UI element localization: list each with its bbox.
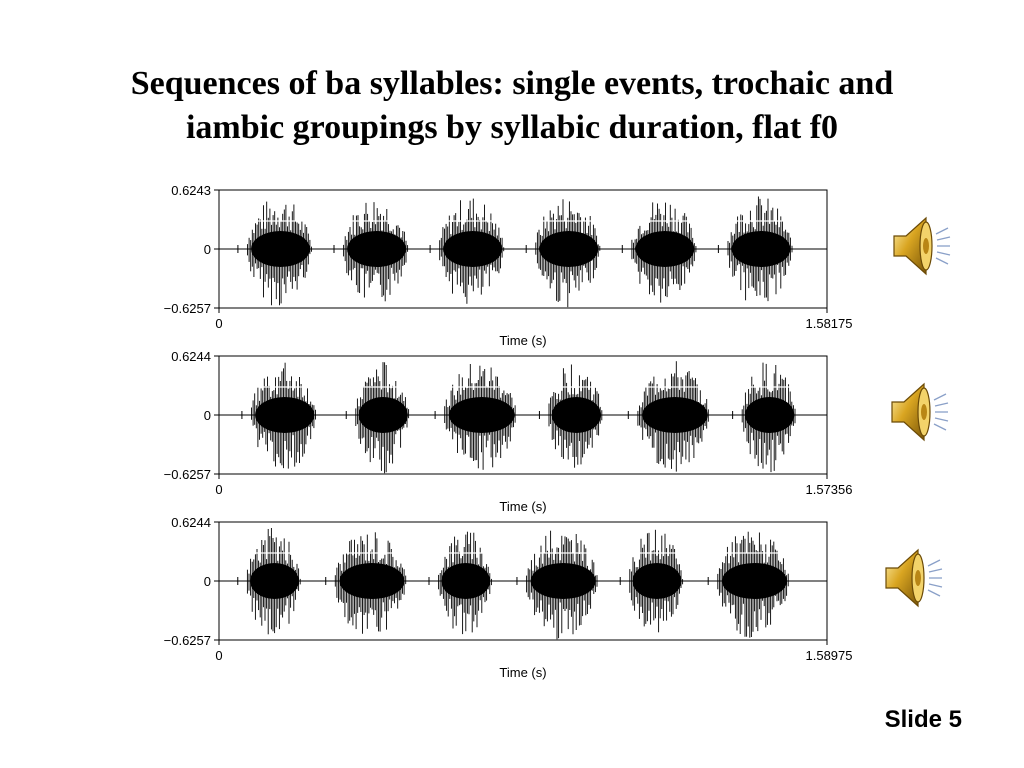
waveform-signal (241, 361, 796, 474)
y-min-label: −0.6257 (164, 467, 211, 482)
speaker-icon[interactable] (888, 380, 950, 444)
syllable-burst (246, 528, 301, 635)
syllable-burst (526, 530, 598, 640)
waveform-plot-1: 0.6243 0 −0.6257 0 1.58175 Time (s) (164, 183, 853, 348)
syllable-burst (444, 364, 516, 470)
syllable-burst (355, 362, 410, 474)
slide-title: Sequences of ba syllables: single events… (0, 62, 1024, 150)
syllable-burst (438, 531, 492, 635)
y-zero-label: 0 (204, 408, 211, 423)
syllable-burst (535, 199, 601, 308)
x-start-label: 0 (215, 648, 222, 663)
title-line-1: Sequences of ba syllables: single events… (130, 65, 894, 102)
syllable-burst (251, 362, 316, 469)
waveform-panel-3: 0.6244 0 −0.6257 0 1.58975 Time (s) (140, 508, 880, 680)
y-max-label: 0.6243 (171, 183, 211, 198)
waveform-signal (237, 528, 789, 640)
x-axis-label: Time (s) (499, 665, 546, 680)
x-start-label: 0 (215, 482, 222, 497)
syllable-burst (637, 361, 709, 472)
x-axis-label: Time (s) (499, 333, 546, 348)
speaker-icon[interactable] (882, 546, 944, 610)
speaker-graphic (893, 216, 951, 276)
syllable-burst (343, 202, 409, 302)
syllable-burst (727, 196, 793, 302)
syllable-burst (439, 198, 505, 304)
x-end-label: 1.58175 (806, 316, 853, 331)
title-line-2: iambic groupings by syllabic duration, f… (185, 109, 839, 146)
waveform-panel-2: 0.6244 0 −0.6257 0 1.57356 Time (s) (140, 342, 880, 514)
syllable-burst (741, 362, 796, 473)
speaker-graphic (885, 548, 943, 608)
x-end-label: 1.57356 (806, 482, 853, 497)
syllable-burst (548, 364, 603, 468)
waveform-plot-2: 0.6244 0 −0.6257 0 1.57356 Time (s) (164, 349, 853, 514)
waveform-plot-3: 0.6244 0 −0.6257 0 1.58975 Time (s) (164, 515, 853, 680)
syllable-burst (247, 201, 312, 306)
y-zero-label: 0 (204, 242, 211, 257)
x-start-label: 0 (215, 316, 222, 331)
y-zero-label: 0 (204, 574, 211, 589)
y-max-label: 0.6244 (171, 515, 211, 530)
speaker-graphic (891, 382, 949, 442)
syllable-burst (631, 202, 697, 303)
syllable-burst (629, 529, 684, 633)
y-min-label: −0.6257 (164, 633, 211, 648)
waveform-signal (237, 196, 793, 308)
x-axis-label: Time (s) (499, 499, 546, 514)
speaker-icon[interactable] (890, 214, 952, 278)
y-max-label: 0.6244 (171, 349, 211, 364)
slide-number: Slide 5 (884, 706, 962, 733)
waveform-panel-1: 0.6243 0 −0.6257 0 1.58175 Time (s) (140, 176, 880, 348)
y-min-label: −0.6257 (164, 301, 211, 316)
syllable-burst (717, 531, 789, 638)
syllable-burst (334, 532, 407, 634)
x-end-label: 1.58975 (806, 648, 853, 663)
